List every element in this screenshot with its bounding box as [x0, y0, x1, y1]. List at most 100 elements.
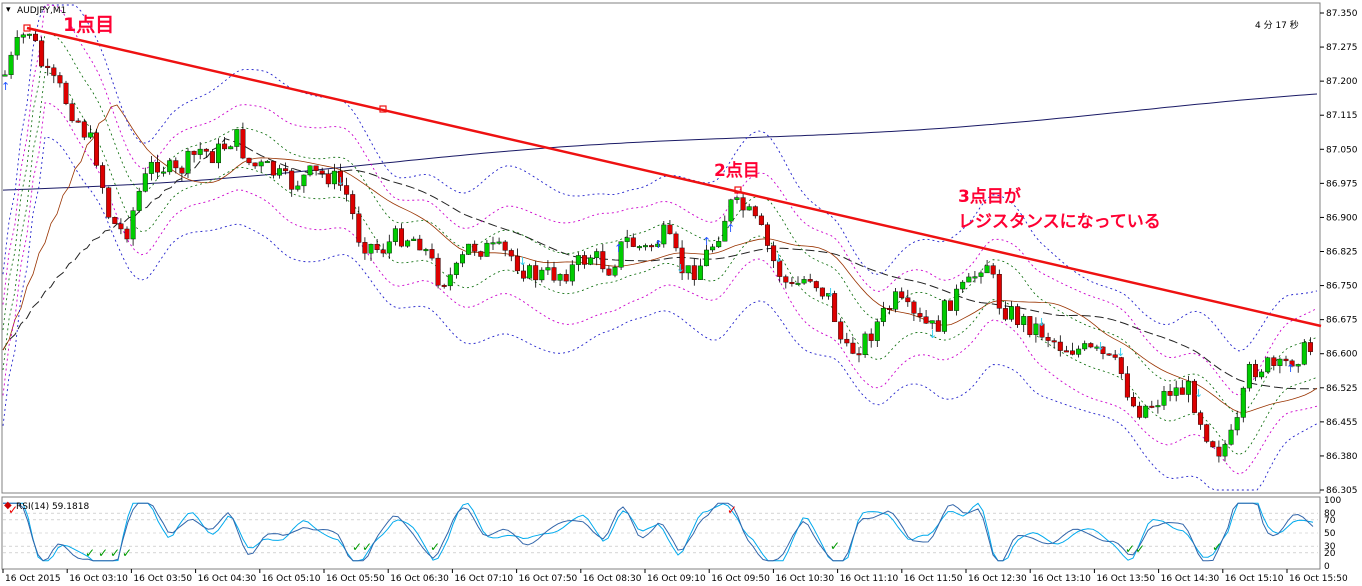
- trendline-anchor-mid[interactable]: [379, 105, 387, 113]
- annotation-point3-line2: レジスタンスになっている: [958, 212, 1161, 232]
- candle-bull: [801, 279, 807, 284]
- candle-bull: [20, 34, 26, 38]
- oversold-check-icon: ✓: [110, 546, 120, 560]
- candle-bear: [75, 120, 81, 123]
- time-tick-label: 16 Oct 09:10: [647, 574, 706, 584]
- candle-bull: [575, 255, 581, 265]
- candle-bull: [1295, 364, 1301, 367]
- candle-bear: [630, 237, 636, 247]
- candle-bear: [1283, 358, 1289, 362]
- candle-bull: [880, 308, 886, 322]
- rsi-level-label: 80: [1324, 509, 1336, 519]
- candle-bear: [374, 243, 380, 250]
- candle-bull: [1228, 429, 1234, 445]
- candle-bear: [112, 217, 118, 224]
- candle-bear: [252, 162, 258, 167]
- candle-bear: [45, 65, 51, 69]
- candle-bull: [966, 276, 972, 283]
- signal-arrows: ↑ ↑ ↑ ↑ ↑ ↑ ↓ ↓ ↓ ↓ ↓ ↓ ↓ ↓ ↓ ↓: [1, 80, 1295, 400]
- time-axis[interactable]: 16 Oct 2015 16 Oct 03:10 16 Oct 03:50 16 Oc…: [2, 569, 1348, 584]
- candle-bear: [81, 121, 87, 138]
- candle-bull: [460, 254, 466, 264]
- overbought-check-icon: ✓: [727, 503, 737, 517]
- candle-bull: [1082, 343, 1088, 350]
- down-arrow-icon: ↓: [1096, 340, 1105, 353]
- candle-bull: [484, 242, 490, 257]
- price-tick-label: 86.305: [1326, 486, 1358, 496]
- candle-bear: [905, 297, 911, 303]
- resistance-trendline[interactable]: [26, 26, 1322, 328]
- candle-bull: [1234, 417, 1240, 431]
- bb-mid-upper: [2, 4, 1318, 396]
- candle-bull: [411, 238, 417, 241]
- candle-bear: [600, 251, 606, 270]
- candle-bull: [618, 241, 624, 268]
- price-axis[interactable]: 87.350 87.275 87.200 87.115 87.050 86.975 86.9…: [1320, 9, 1358, 496]
- candle-bear: [996, 273, 1002, 309]
- candle-bull: [87, 132, 93, 138]
- candle-bear: [435, 257, 441, 286]
- price-tick-label: 86.900: [1326, 213, 1358, 223]
- candle-bear: [33, 33, 39, 41]
- time-tick-label: 16 Oct 09:50: [711, 574, 770, 584]
- candle-bull: [722, 220, 728, 242]
- up-arrow-icon: ↑: [654, 238, 663, 251]
- candle-bull: [405, 240, 411, 247]
- time-tick-label: 16 Oct 07:10: [454, 574, 513, 584]
- candle-bear: [270, 161, 276, 176]
- candle-bull: [490, 242, 496, 245]
- candle-bull: [215, 143, 221, 164]
- trendline-anchor-1[interactable]: [23, 24, 31, 32]
- candle-bear: [1130, 397, 1136, 407]
- candle-bull: [331, 170, 337, 185]
- bb-outer-upper: [2, 4, 1318, 352]
- candle-bull: [972, 276, 978, 279]
- candle-bull: [167, 160, 173, 173]
- candle-bull: [26, 33, 32, 36]
- trendline-anchor-2[interactable]: [734, 186, 742, 194]
- up-arrow-icon: ↑: [726, 222, 735, 235]
- chart-menu-arrow-icon[interactable]: ▾: [6, 5, 11, 15]
- down-arrow-icon: ↓: [1194, 387, 1203, 400]
- rsi-line: [3, 502, 1314, 562]
- candle-bear: [1100, 346, 1106, 354]
- price-panel: [1, 2, 1321, 494]
- price-tick-label: 87.350: [1326, 9, 1358, 19]
- candle-bear: [57, 75, 63, 84]
- candle-bull: [1161, 391, 1167, 406]
- candle-bull: [728, 199, 734, 222]
- candle-bear: [1069, 350, 1075, 355]
- candle-bull: [14, 37, 20, 56]
- candle-bear: [850, 342, 856, 354]
- candle-bull: [1009, 306, 1015, 320]
- candle-bear: [1198, 412, 1204, 425]
- time-tick-label: 16 Oct 12:30: [968, 574, 1027, 584]
- price-tick-label: 86.825: [1326, 248, 1358, 258]
- rsi-lines: ✓ ✓ ✓ ✓ ✓ ✓ ✓ ✓ ✓ ✓ ✓✓ ✓: [3, 502, 1318, 562]
- candle-bull: [295, 185, 301, 190]
- candle-bear: [1088, 343, 1094, 348]
- candle-bear: [313, 165, 319, 171]
- candle-bear: [582, 255, 588, 265]
- candle-bull: [447, 274, 453, 287]
- candle-bull: [661, 224, 667, 245]
- candle-bull: [1033, 323, 1039, 335]
- up-arrow-icon: ↑: [702, 235, 711, 248]
- candle-bull: [826, 293, 832, 297]
- time-tick-label: 16 Oct 04:30: [198, 574, 257, 584]
- candle-bull: [545, 267, 551, 271]
- candle-bull: [594, 251, 600, 259]
- candle-bear: [758, 215, 764, 225]
- candle-bear: [289, 170, 295, 190]
- price-tick-label: 86.525: [1326, 384, 1358, 394]
- candle-bull: [142, 173, 148, 192]
- candle-bull: [612, 267, 618, 276]
- candle-bear: [1002, 308, 1008, 320]
- rsi-level-label: 50: [1324, 529, 1336, 539]
- short-ma-line: [2, 104, 1318, 414]
- down-arrow-icon: ↓: [1037, 316, 1046, 329]
- candle-bull: [228, 146, 234, 150]
- time-tick-label: 16 Oct 03:10: [69, 574, 128, 584]
